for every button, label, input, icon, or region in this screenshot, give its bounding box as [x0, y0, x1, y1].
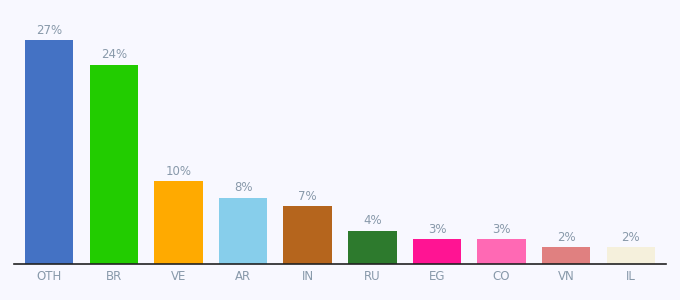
- Text: 27%: 27%: [36, 24, 62, 37]
- Bar: [219, 198, 267, 264]
- Bar: [90, 65, 138, 264]
- Text: 2%: 2%: [622, 231, 640, 244]
- Text: 3%: 3%: [492, 223, 511, 236]
- Bar: [607, 248, 655, 264]
- Text: 3%: 3%: [428, 223, 446, 236]
- Text: 24%: 24%: [101, 49, 127, 62]
- Bar: [284, 206, 332, 264]
- Bar: [477, 239, 526, 264]
- Text: 4%: 4%: [363, 214, 381, 227]
- Text: 10%: 10%: [165, 165, 191, 178]
- Bar: [154, 181, 203, 264]
- Text: 2%: 2%: [557, 231, 575, 244]
- Bar: [348, 231, 396, 264]
- Bar: [413, 239, 461, 264]
- Bar: [542, 248, 590, 264]
- Bar: [25, 40, 73, 264]
- Text: 8%: 8%: [234, 181, 252, 194]
- Text: 7%: 7%: [299, 190, 317, 202]
